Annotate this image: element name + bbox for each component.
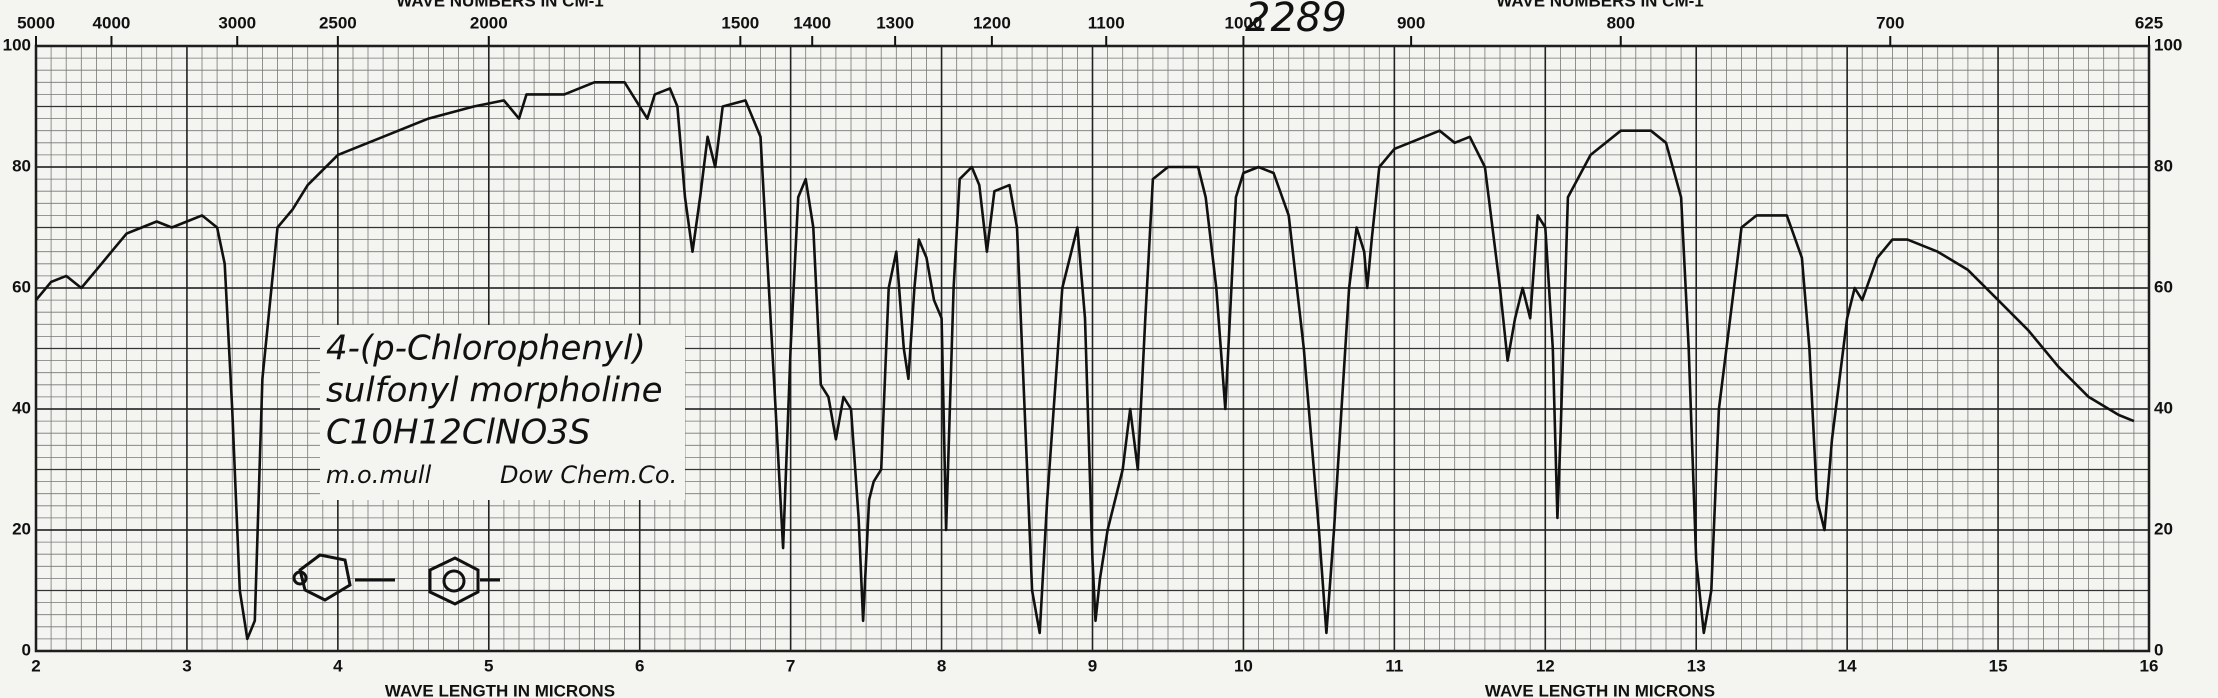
y2-tick-label: 20: [2154, 519, 2173, 538]
ring: [428, 556, 480, 606]
annotation: Dow Chem.Co.: [500, 461, 677, 489]
x2-tick-label: 1000: [1225, 13, 1263, 32]
x-tick-label: 9: [1088, 656, 1097, 675]
x2-tick-label: 3000: [218, 13, 256, 32]
label-box: [320, 325, 685, 500]
x-tick-label: 4: [333, 656, 343, 675]
x2-tick-label: 5000: [17, 13, 55, 32]
x-tick-label: 6: [635, 656, 644, 675]
x2-tick-label: 1200: [973, 13, 1011, 32]
sample-label: 4-(p-Chlorophenyl) sulfonyl morpholine C…: [320, 325, 685, 500]
y-tick-label: 0: [22, 640, 31, 659]
annotation: C10H12ClNO3S: [326, 413, 590, 453]
annotation: 2289: [1245, 0, 1347, 41]
annotation: 4-(p-Chlorophenyl): [326, 329, 646, 369]
structure-sketch: [292, 553, 500, 606]
y-tick-label: 20: [12, 519, 31, 538]
spectrum-line: [34, 81, 2135, 641]
x2-tick-label: 800: [1607, 13, 1635, 32]
ring-bond: [442, 569, 466, 593]
y2-tick-label: 60: [2154, 277, 2173, 296]
x2-tick-label: 625: [2135, 13, 2163, 32]
x2-tick-label: 2000: [470, 13, 508, 32]
x-tick-label: 7: [786, 656, 795, 675]
x2-tick-label: 700: [1876, 13, 1904, 32]
x2-tick-label: 900: [1397, 13, 1425, 32]
y2-tick-label: 40: [2154, 398, 2173, 417]
x-tick-label: 14: [1838, 656, 1857, 675]
y2-tick-label: 100: [2154, 35, 2182, 54]
x-axis-title: WAVE LENGTH IN MICRONS: [385, 681, 615, 698]
x2-tick-label: 4000: [93, 13, 131, 32]
x2-axis-title: WAVE NUMBERS IN CM-1: [1496, 0, 1703, 10]
x2-tick-label: 1300: [876, 13, 914, 32]
x-tick-label: 12: [1536, 656, 1555, 675]
x-tick-label: 3: [182, 656, 191, 675]
x2-tick-label: 2500: [319, 13, 357, 32]
annotation: m.o.mull: [326, 461, 432, 489]
ring: [298, 553, 352, 602]
x-tick-label: 16: [2140, 656, 2159, 675]
x2-axis-title: WAVE NUMBERS IN CM-1: [396, 0, 603, 10]
x2-tick-label: 1400: [793, 13, 831, 32]
y-tick-label: 40: [12, 398, 31, 417]
x-tick-label: 13: [1687, 656, 1706, 675]
y-tick-label: 80: [12, 156, 31, 175]
x-tick-label: 10: [1234, 656, 1253, 675]
atom: [292, 570, 308, 586]
y2-tick-label: 80: [2154, 156, 2173, 175]
x-tick-label: 5: [484, 656, 493, 675]
x-tick-label: 15: [1989, 656, 2008, 675]
x2-tick-label: 1100: [1088, 13, 1125, 32]
x-axis-title: WAVE LENGTH IN MICRONS: [1485, 681, 1715, 698]
y2-tick-label: 0: [2154, 640, 2163, 659]
y-tick-label: 100: [3, 35, 31, 54]
x-tick-label: 2: [31, 656, 40, 675]
y-tick-label: 60: [12, 277, 31, 296]
x-tick-label: 11: [1385, 656, 1403, 675]
annotation: sulfonyl morpholine: [326, 371, 663, 411]
x2-tick-label: 1500: [721, 13, 759, 32]
x-tick-label: 8: [937, 656, 946, 675]
